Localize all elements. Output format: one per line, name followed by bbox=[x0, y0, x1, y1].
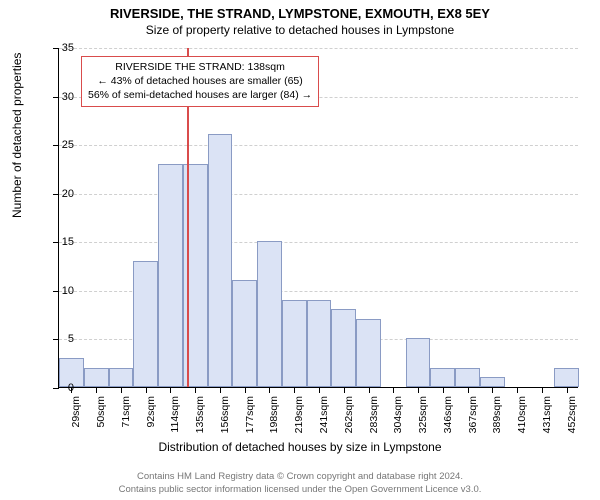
y-tick-label: 10 bbox=[50, 285, 74, 297]
histogram-bar bbox=[356, 319, 381, 387]
x-tick bbox=[319, 387, 320, 393]
footer-line2: Contains public sector information licen… bbox=[0, 484, 600, 496]
x-tick bbox=[443, 387, 444, 393]
x-tick-label: 452sqm bbox=[566, 396, 578, 440]
x-tick-label: 325sqm bbox=[417, 396, 429, 440]
x-tick bbox=[170, 387, 171, 393]
x-tick bbox=[492, 387, 493, 393]
x-tick-label: 50sqm bbox=[95, 396, 107, 440]
x-tick-label: 367sqm bbox=[467, 396, 479, 440]
histogram-bar bbox=[406, 338, 431, 387]
x-tick bbox=[542, 387, 543, 393]
y-tick-label: 0 bbox=[50, 382, 74, 394]
x-tick bbox=[220, 387, 221, 393]
x-tick bbox=[294, 387, 295, 393]
x-tick-label: 304sqm bbox=[392, 396, 404, 440]
y-tick-label: 15 bbox=[50, 236, 74, 248]
x-tick bbox=[344, 387, 345, 393]
histogram-bar bbox=[554, 368, 579, 387]
x-tick bbox=[468, 387, 469, 393]
x-tick-label: 71sqm bbox=[120, 396, 132, 440]
histogram-bar bbox=[257, 241, 282, 387]
histogram-bar bbox=[430, 368, 455, 387]
y-tick-label: 25 bbox=[50, 139, 74, 151]
x-tick-label: 410sqm bbox=[516, 396, 528, 440]
callout-line1: RIVERSIDE THE STRAND: 138sqm bbox=[88, 60, 312, 74]
x-axis-title: Distribution of detached houses by size … bbox=[0, 440, 600, 454]
x-tick bbox=[146, 387, 147, 393]
footer-line1: Contains HM Land Registry data © Crown c… bbox=[0, 471, 600, 483]
y-tick-label: 30 bbox=[50, 91, 74, 103]
histogram-bar bbox=[331, 309, 356, 387]
x-tick-label: 29sqm bbox=[70, 396, 82, 440]
x-tick-label: 156sqm bbox=[219, 396, 231, 440]
grid-line bbox=[59, 145, 578, 146]
x-tick bbox=[269, 387, 270, 393]
histogram-bar bbox=[455, 368, 480, 387]
grid-line bbox=[59, 194, 578, 195]
x-tick bbox=[369, 387, 370, 393]
x-tick bbox=[567, 387, 568, 393]
grid-line bbox=[59, 242, 578, 243]
histogram-bar bbox=[133, 261, 158, 387]
x-tick-label: 241sqm bbox=[318, 396, 330, 440]
x-tick bbox=[418, 387, 419, 393]
x-tick-label: 283sqm bbox=[368, 396, 380, 440]
histogram-bar bbox=[158, 164, 183, 387]
x-tick-label: 219sqm bbox=[293, 396, 305, 440]
x-tick-label: 92sqm bbox=[145, 396, 157, 440]
x-tick-label: 431sqm bbox=[541, 396, 553, 440]
property-callout: RIVERSIDE THE STRAND: 138sqm← 43% of det… bbox=[81, 56, 319, 107]
histogram-bar bbox=[208, 134, 233, 387]
histogram-bar bbox=[480, 377, 505, 387]
x-tick bbox=[245, 387, 246, 393]
x-tick-label: 262sqm bbox=[343, 396, 355, 440]
histogram-chart: RIVERSIDE THE STRAND: 138sqm← 43% of det… bbox=[58, 48, 578, 388]
x-tick-label: 389sqm bbox=[491, 396, 503, 440]
x-tick-label: 198sqm bbox=[268, 396, 280, 440]
callout-line3: 56% of semi-detached houses are larger (… bbox=[88, 88, 312, 102]
x-tick bbox=[195, 387, 196, 393]
grid-line bbox=[59, 48, 578, 49]
plot-area: RIVERSIDE THE STRAND: 138sqm← 43% of det… bbox=[58, 48, 578, 388]
page-title-line2: Size of property relative to detached ho… bbox=[0, 21, 600, 41]
footer-attribution: Contains HM Land Registry data © Crown c… bbox=[0, 471, 600, 496]
y-axis-title: Number of detached properties bbox=[10, 53, 24, 218]
page-title-line1: RIVERSIDE, THE STRAND, LYMPSTONE, EXMOUT… bbox=[0, 0, 600, 21]
histogram-bar bbox=[282, 300, 307, 387]
histogram-bar bbox=[232, 280, 257, 387]
x-tick bbox=[121, 387, 122, 393]
x-tick bbox=[96, 387, 97, 393]
histogram-bar bbox=[109, 368, 134, 387]
x-tick bbox=[517, 387, 518, 393]
histogram-bar bbox=[84, 368, 109, 387]
y-tick-label: 5 bbox=[50, 333, 74, 345]
y-tick-label: 20 bbox=[50, 188, 74, 200]
x-tick-label: 114sqm bbox=[169, 396, 181, 440]
x-tick-label: 346sqm bbox=[442, 396, 454, 440]
histogram-bar bbox=[307, 300, 332, 387]
x-tick-label: 135sqm bbox=[194, 396, 206, 440]
x-tick-label: 177sqm bbox=[244, 396, 256, 440]
x-tick bbox=[393, 387, 394, 393]
callout-line2: ← 43% of detached houses are smaller (65… bbox=[88, 74, 312, 88]
y-tick-label: 35 bbox=[50, 42, 74, 54]
